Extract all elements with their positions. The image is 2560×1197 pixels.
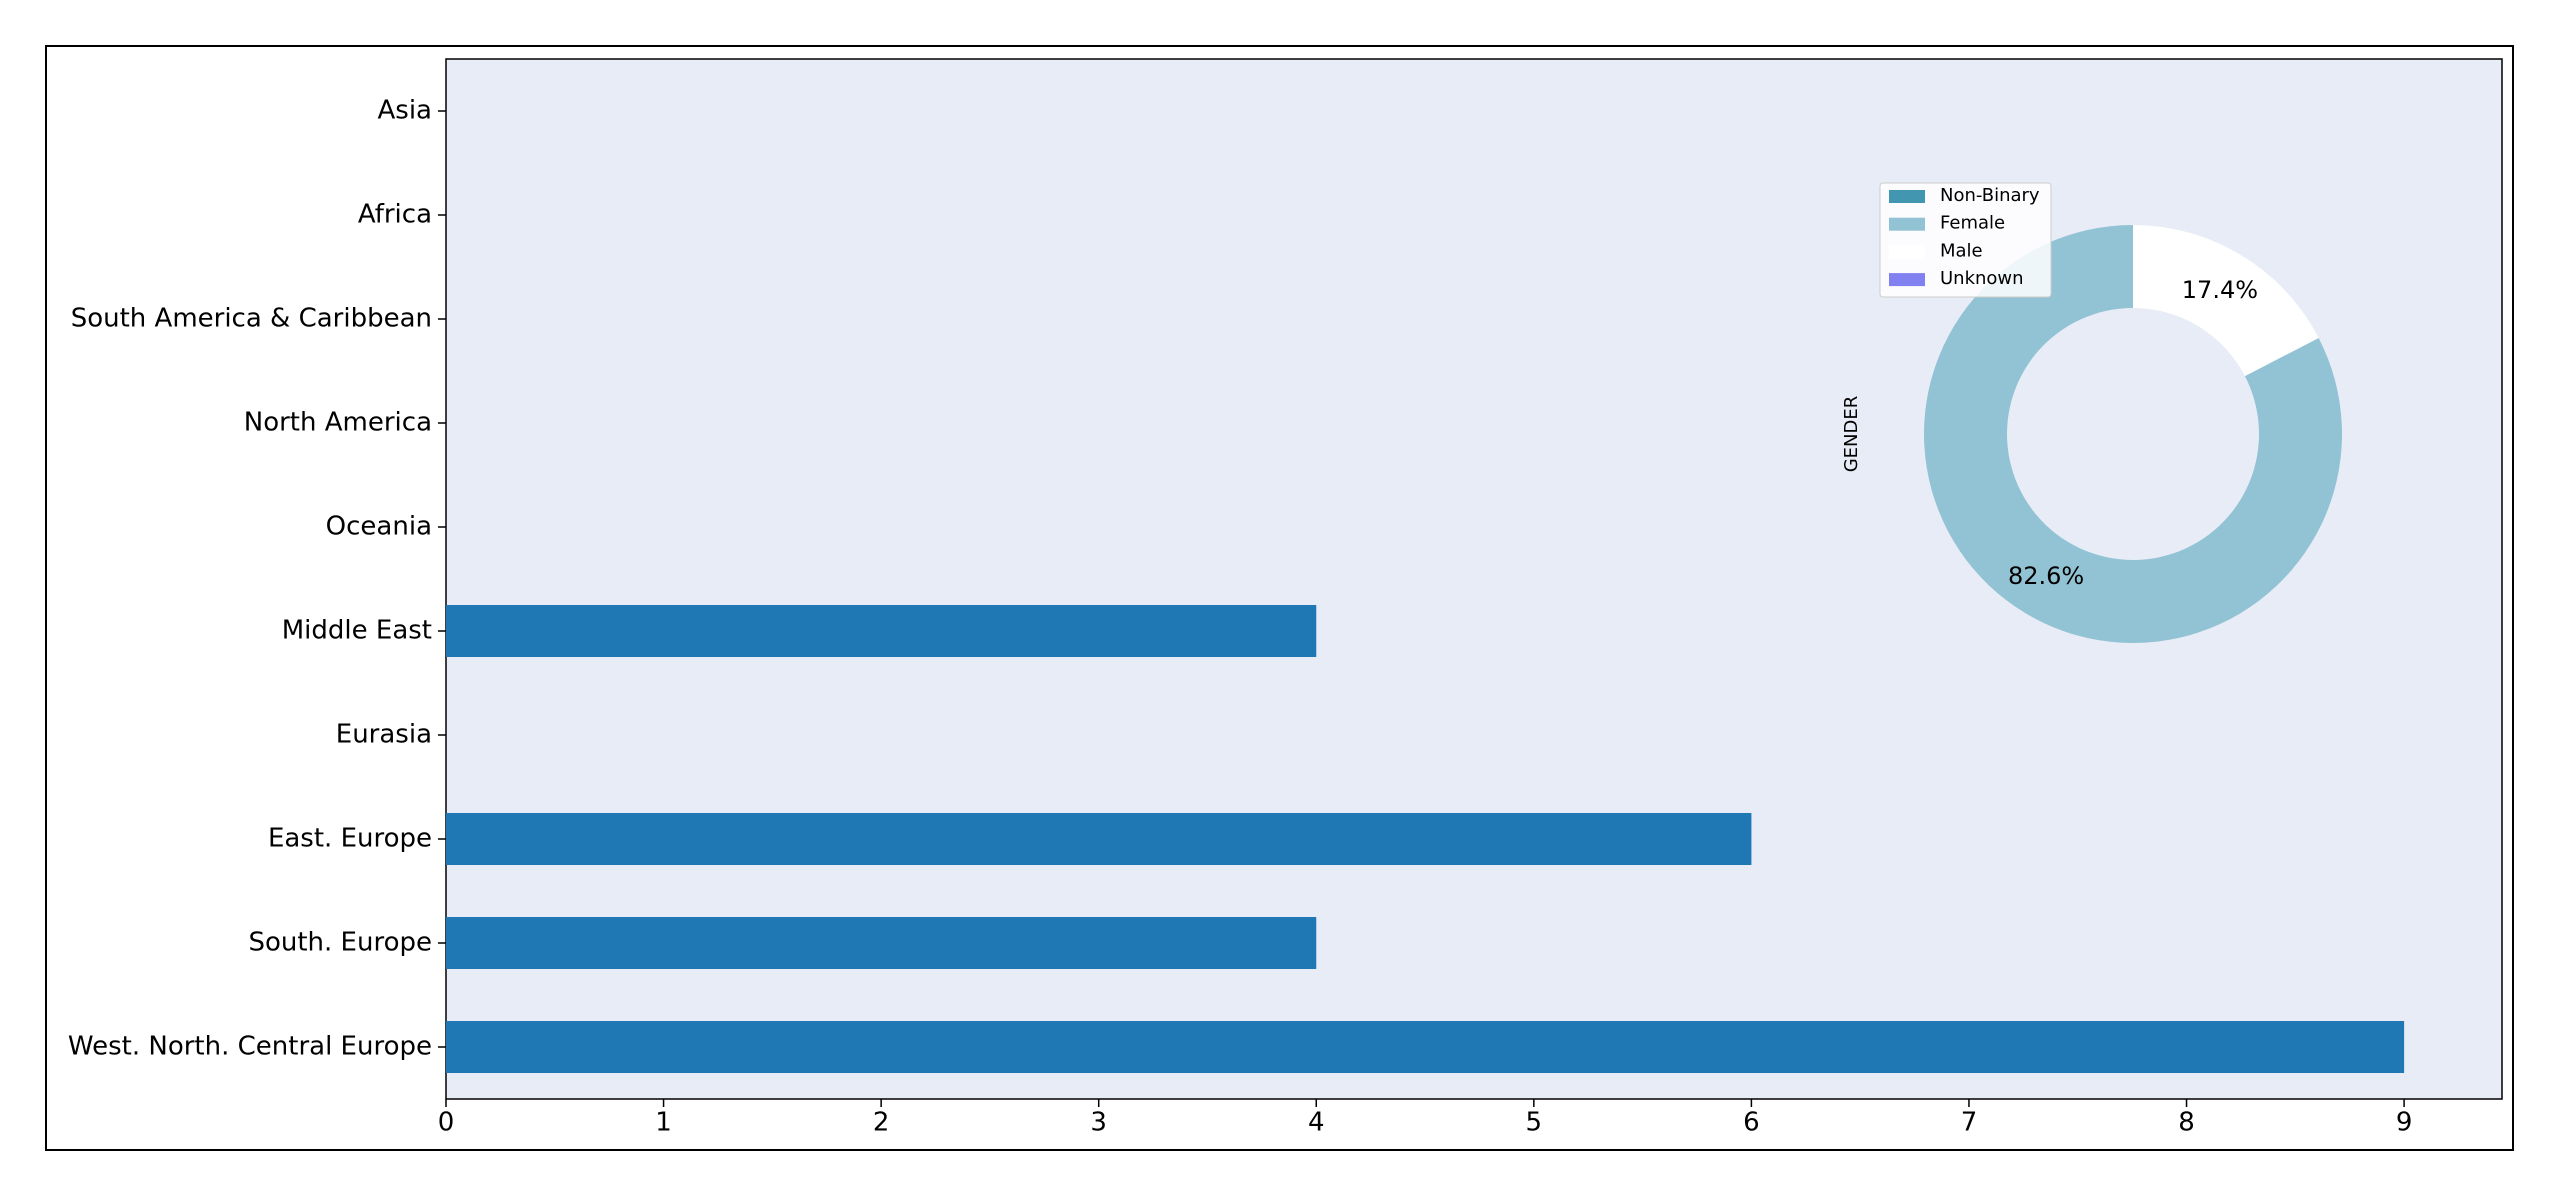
y-tick-label: East. Europe: [268, 824, 432, 854]
x-tick-label: 8: [2178, 1108, 2195, 1138]
legend-swatch: [1889, 245, 1925, 259]
y-tick-label: Oceania: [326, 512, 432, 542]
bar: [446, 605, 1317, 657]
pie-ylabel: GENDER: [1841, 396, 1862, 473]
legend-label: Male: [1940, 240, 1983, 261]
x-tick-label: 0: [438, 1108, 455, 1138]
y-tick-label: Africa: [358, 200, 432, 230]
x-tick-label: 9: [2396, 1108, 2413, 1138]
legend-swatch: [1889, 273, 1925, 287]
x-tick-label: 7: [1961, 1108, 1978, 1138]
pie-label: 17.4%: [2182, 276, 2258, 304]
pie-wedge: [1923, 225, 2342, 643]
y-tick-label: Middle East: [282, 616, 432, 646]
x-tick-label: 1: [655, 1108, 672, 1138]
bar: [446, 917, 1317, 969]
legend-swatch: [1889, 217, 1925, 231]
figure-border: [45, 45, 2514, 1151]
x-tick-label: 6: [1743, 1108, 1760, 1138]
y-tick-label: South. Europe: [248, 928, 432, 958]
legend-label: Female: [1940, 213, 2005, 234]
x-tick-label: 2: [873, 1108, 890, 1138]
y-tick-label: Asia: [378, 96, 433, 126]
x-tick-label: 4: [1308, 1108, 1325, 1138]
x-tick-label: 5: [1526, 1108, 1543, 1138]
legend-box: [1879, 182, 2052, 298]
legend-label: Non-Binary: [1940, 185, 2040, 206]
y-tick-label: West. North. Central Europe: [68, 1032, 432, 1062]
x-tick-label: 3: [1090, 1108, 1107, 1138]
y-tick-label: Eurasia: [336, 720, 432, 750]
y-tick-label: South America & Caribbean: [71, 304, 432, 334]
legend-label: Unknown: [1940, 268, 2024, 289]
legend-swatch: [1889, 190, 1925, 203]
pie-label: 82.6%: [2008, 562, 2084, 590]
bar: [446, 1021, 2405, 1073]
y-tick-label: North America: [244, 408, 432, 438]
pie-wedge: [2133, 225, 2319, 377]
bar: [446, 813, 1752, 865]
